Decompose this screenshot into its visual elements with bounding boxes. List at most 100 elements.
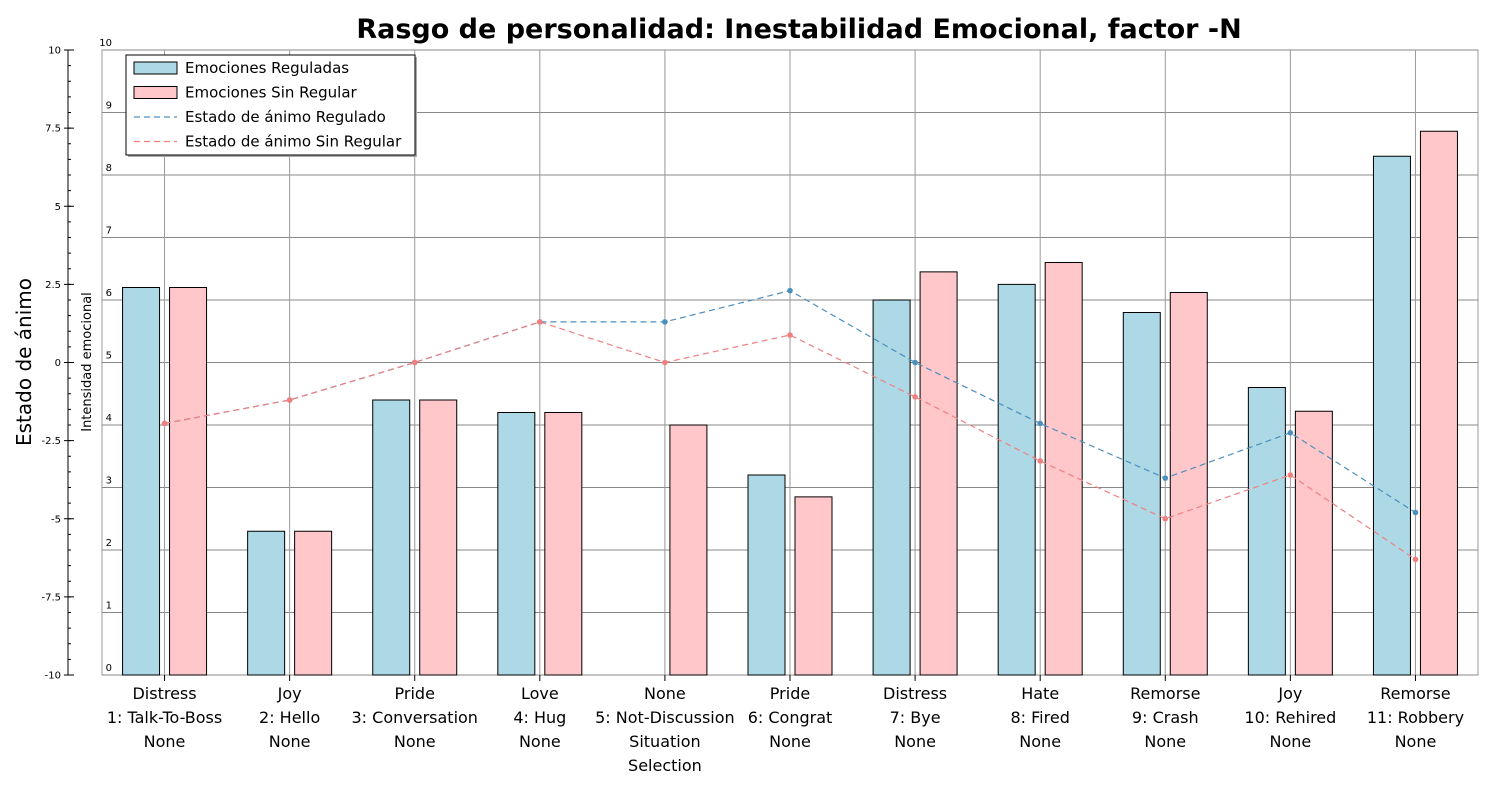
intensity-tick-label: 4 bbox=[106, 413, 112, 424]
axes-layer: 107.552.50-2.5-5-7.5-10109876543210Distr… bbox=[41, 38, 1464, 775]
bar bbox=[169, 287, 208, 676]
x-tick-label-line: Pride bbox=[770, 684, 810, 703]
series-point bbox=[912, 359, 918, 366]
legend-swatch-bar bbox=[133, 86, 178, 99]
y-axis-label-intensity: Intensidad emocional bbox=[80, 292, 95, 432]
x-tick-label-line: Distress bbox=[132, 684, 196, 703]
x-tick-label-line: 2: Hello bbox=[259, 708, 320, 727]
bar bbox=[872, 299, 911, 676]
series-point bbox=[1162, 475, 1169, 481]
intensity-tick-label: 9 bbox=[106, 101, 112, 112]
x-tick-label-line: Selection bbox=[628, 756, 702, 775]
x-tick-label-line: None bbox=[1144, 732, 1186, 751]
series-point bbox=[1287, 472, 1294, 478]
series-point bbox=[286, 397, 293, 403]
intensity-tick-label: 7 bbox=[106, 226, 112, 237]
x-tick-label-line: Pride bbox=[395, 684, 435, 703]
x-tick-label-line: Remorse bbox=[1380, 684, 1450, 703]
mood-tick-label: -7.5 bbox=[41, 592, 61, 603]
bar bbox=[1122, 312, 1161, 676]
x-tick-label: None 5: Not-Discussion Situation Selection bbox=[595, 684, 735, 775]
legend-swatch-bar bbox=[133, 61, 178, 75]
x-tick-label-line: 11: Robbery bbox=[1367, 708, 1464, 727]
series-point bbox=[1162, 515, 1169, 522]
legend-label: Emociones Sin Regular bbox=[185, 84, 358, 102]
x-tick-label: Distress 1: Talk-To-Boss None bbox=[107, 684, 222, 751]
x-tick-label-line: Situation bbox=[629, 732, 700, 751]
x-tick-label-line: None bbox=[269, 732, 311, 751]
series-point bbox=[662, 359, 668, 366]
intensity-tick-label: 3 bbox=[106, 476, 112, 487]
x-tick-label-line: None bbox=[394, 732, 436, 751]
x-tick-label-line: Distress bbox=[883, 684, 947, 703]
x-tick-label-line: None bbox=[894, 732, 936, 751]
series-point bbox=[1037, 420, 1043, 427]
bar bbox=[747, 474, 786, 676]
x-tick-label-line: 4: Hug bbox=[513, 708, 566, 727]
bar bbox=[1044, 262, 1083, 676]
x-tick-label-line: None bbox=[144, 732, 186, 751]
series-point bbox=[161, 420, 168, 427]
bar bbox=[997, 283, 1036, 676]
bar bbox=[372, 399, 411, 676]
bar bbox=[544, 412, 583, 676]
x-tick-label: Distress 7: Bye None bbox=[883, 684, 947, 751]
lines-layer bbox=[161, 287, 1419, 563]
intensity-tick-label: 1 bbox=[106, 601, 112, 612]
x-tick-label-line: 6: Congrat bbox=[748, 708, 833, 727]
mood-tick-label: 5 bbox=[55, 202, 61, 213]
series-point bbox=[787, 332, 793, 338]
bar bbox=[419, 399, 458, 676]
x-tick-label-line: None bbox=[644, 684, 686, 703]
x-tick-label-line: 8: Fired bbox=[1010, 708, 1069, 727]
x-tick-label-line: 7: Bye bbox=[890, 708, 941, 727]
series-point bbox=[537, 319, 543, 325]
chart-legend: Emociones Reguladas Emociones Sin Regular… bbox=[125, 54, 417, 157]
x-tick-label: Joy 2: Hello None bbox=[259, 684, 320, 751]
bar bbox=[1372, 155, 1411, 676]
x-tick-label-line: 1: Talk-To-Boss bbox=[107, 708, 222, 727]
x-tick-label: Remorse 11: Robbery None bbox=[1367, 684, 1464, 751]
bar bbox=[247, 530, 286, 676]
intensity-tick-label: 10 bbox=[99, 38, 112, 49]
x-tick-label-line: None bbox=[769, 732, 811, 751]
x-tick-label-line: Hate bbox=[1021, 684, 1059, 703]
mood-tick-label: 10 bbox=[48, 46, 61, 57]
intensity-tick-label: 0 bbox=[106, 663, 112, 674]
x-tick-label-line: 9: Crash bbox=[1132, 708, 1199, 727]
bar bbox=[1247, 387, 1286, 676]
intensity-tick-label: 6 bbox=[106, 288, 112, 299]
mood-tick-label: -2.5 bbox=[41, 436, 61, 447]
bar bbox=[294, 530, 333, 676]
mood-tick-label: -5 bbox=[51, 514, 61, 525]
bar bbox=[1419, 130, 1458, 676]
bar bbox=[1169, 292, 1208, 676]
chart-title: Rasgo de personalidad: Inestabilidad Emo… bbox=[356, 14, 1241, 45]
x-tick-label: Hate 8: Fired None bbox=[1010, 684, 1069, 751]
bar bbox=[122, 287, 161, 676]
mood-tick-label: -10 bbox=[45, 671, 61, 682]
series-point bbox=[662, 319, 668, 325]
x-tick-label: Joy 10: Rehired None bbox=[1244, 684, 1336, 751]
x-tick-label-line: None bbox=[1269, 732, 1311, 751]
x-tick-label-line: Love bbox=[521, 684, 559, 703]
series-point bbox=[1412, 556, 1419, 563]
x-tick-label-line: Joy bbox=[277, 684, 302, 703]
bar bbox=[669, 424, 708, 676]
x-tick-label: Pride 3: Conversation None bbox=[352, 684, 478, 751]
legend-label: Emociones Reguladas bbox=[185, 59, 349, 77]
series-point bbox=[787, 287, 793, 294]
intensity-tick-label: 5 bbox=[106, 351, 112, 362]
intensity-tick-label: 2 bbox=[106, 538, 112, 549]
x-tick-label-line: None bbox=[1395, 732, 1437, 751]
bar bbox=[497, 412, 536, 676]
x-tick-label: Love 4: Hug None bbox=[513, 684, 566, 751]
mood-tick-label: 2.5 bbox=[45, 280, 61, 291]
x-tick-label: Remorse 9: Crash None bbox=[1130, 684, 1200, 751]
y-axis-label-mood: Estado de ánimo bbox=[12, 278, 36, 446]
series-point bbox=[411, 359, 418, 366]
intensity-tick-label: 8 bbox=[106, 163, 112, 174]
mood-tick-label: 0 bbox=[55, 358, 61, 369]
